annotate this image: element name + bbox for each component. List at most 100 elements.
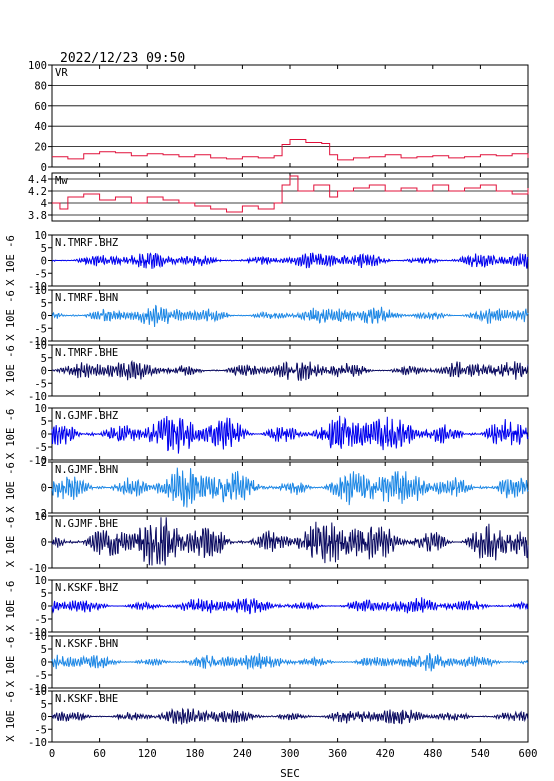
panel-label: N.TMRF.BHN (55, 292, 118, 304)
x-axis-label: SEC (280, 767, 300, 780)
x-tick-label: 240 (233, 748, 252, 760)
y-tick-label: -10 (28, 281, 47, 293)
panel-label: Mw (55, 175, 68, 187)
series-line (51, 707, 529, 725)
y-axis-label: X 10E -6 (5, 409, 17, 460)
y-tick-label: 0 (41, 366, 47, 378)
y-tick-label: -5 (34, 323, 47, 335)
x-tick-label: 0 (49, 748, 55, 760)
y-tick-label: 100 (28, 60, 47, 72)
y-tick-label: 10 (34, 631, 47, 643)
series-line (51, 359, 529, 381)
y-tick-label: -10 (28, 683, 47, 695)
y-tick-label: 5 (41, 416, 47, 428)
y-tick-label: 3.8 (28, 210, 47, 222)
series-line (52, 138, 529, 161)
panel-label: N.KSKF.BHZ (55, 582, 118, 594)
y-tick-label: 2 (41, 457, 47, 469)
y-tick-label: 10 (34, 340, 47, 352)
y-axis-label: X 10E -6 (5, 581, 17, 632)
y-tick-label: -10 (28, 455, 47, 467)
panel-label: N.KSKF.BHN (55, 638, 118, 650)
series-line (51, 517, 529, 566)
y-tick-label: -10 (28, 737, 47, 749)
y-tick-label: 40 (34, 121, 47, 133)
y-axis-label: X 10E -6 (5, 517, 17, 568)
y-tick-label: -5 (34, 268, 47, 280)
y-tick-label: 5 (41, 588, 47, 600)
y-axis-label: X 10E -6 (5, 637, 17, 688)
x-tick-label: 180 (185, 748, 204, 760)
y-axis-label: X 10E -6 (5, 462, 17, 513)
panel-n-gjmf-bhn: -2 0 2 N.GJMF.BHN X 10E -6 (5, 457, 529, 520)
y-tick-label: 5 (41, 353, 47, 365)
y-tick-label: 0 (41, 429, 47, 441)
y-tick-label: 0 (41, 483, 47, 495)
y-axis-label: X 10E -6 (5, 290, 17, 341)
y-tick-label: 0 (41, 311, 47, 323)
y-tick-label: 0 (41, 657, 47, 669)
panel-label: N.TMRF.BHE (55, 347, 118, 359)
y-tick-label: -5 (34, 442, 47, 454)
series-line (51, 415, 529, 454)
y-tick-label: 10 (34, 285, 47, 297)
x-tick-label: 600 (519, 748, 538, 760)
y-axis-label: X 10E -6 (5, 345, 17, 396)
series-line (51, 653, 529, 672)
y-tick-label: -2 (34, 508, 47, 520)
y-tick-label: -5 (34, 670, 47, 682)
panel-frame (51, 64, 529, 168)
y-tick-label: -5 (34, 614, 47, 626)
y-tick-label: -5 (34, 378, 47, 390)
y-tick-label: 60 (34, 101, 47, 113)
y-tick-label: 10 (34, 575, 47, 587)
y-axis-label: X 10E -6 (5, 691, 17, 742)
y-tick-label: 0 (41, 537, 47, 549)
y-tick-label: 5 (41, 699, 47, 711)
y-tick-label: -10 (28, 336, 47, 348)
panel-n-gjmf-bhe: -10 0 10 N.GJMF.BHE X 10E -6 (5, 511, 529, 575)
x-tick-label: 60 (93, 748, 106, 760)
y-tick-label: 20 (34, 142, 47, 154)
series-line (51, 467, 529, 508)
y-tick-label: -10 (28, 563, 47, 575)
x-tick-label: 480 (423, 748, 442, 760)
panel-mw: 3.844.24.4 Mw (28, 172, 529, 222)
y-tick-label: 0 (41, 162, 47, 174)
y-tick-label: -10 (28, 627, 47, 639)
y-tick-label: 10 (34, 403, 47, 415)
x-tick-label: 540 (471, 748, 490, 760)
panel-label: N.GJMF.BHZ (55, 410, 118, 422)
panel-label: VR (55, 67, 68, 79)
series-line (52, 175, 529, 213)
panel-label: N.GJMF.BHE (55, 518, 118, 530)
y-tick-label: 0 (41, 256, 47, 268)
y-tick-label: 10 (34, 230, 47, 242)
y-tick-label: 10 (34, 686, 47, 698)
y-tick-label: 4 (41, 198, 47, 210)
y-tick-label: 5 (41, 243, 47, 255)
y-tick-label: 0 (41, 712, 47, 724)
y-tick-label: 5 (41, 298, 47, 310)
x-tick-label: 360 (328, 748, 347, 760)
panel-label: N.GJMF.BHN (55, 464, 118, 476)
y-tick-label: -10 (28, 391, 47, 403)
y-tick-label: 4.4 (28, 174, 47, 186)
panel-label: N.TMRF.BHZ (55, 237, 118, 249)
x-tick-label: 420 (376, 748, 395, 760)
y-axis-label: X 10E -6 (5, 235, 17, 286)
series-line (51, 597, 528, 615)
header-timestamp: 2022/12/23 09:50 (60, 51, 185, 66)
y-tick-label: 4.2 (28, 186, 47, 198)
panel-label: N.KSKF.BHE (55, 693, 118, 705)
y-tick-label: 10 (34, 511, 47, 523)
x-tick-label: 300 (281, 748, 300, 760)
